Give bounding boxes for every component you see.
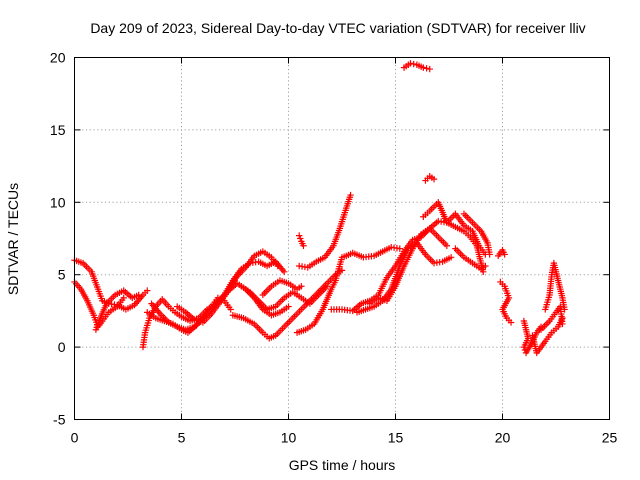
series-arc-11 [296, 191, 354, 271]
data-point [347, 191, 354, 199]
x-tick-label: 20 [495, 430, 511, 446]
series-arc-1 [71, 257, 151, 313]
series-arc-9 [238, 283, 331, 313]
series-arc-22 [497, 278, 515, 326]
data-point [281, 268, 288, 276]
y-tick-label: 20 [50, 50, 66, 66]
x-axis-label: GPS time / hours [289, 457, 396, 473]
series-arc-16 [366, 225, 451, 307]
data-point [426, 65, 433, 73]
x-tick-label: 15 [388, 430, 404, 446]
y-tick-labels: -5 0 5 10 15 20 [50, 50, 66, 428]
data-point [507, 319, 515, 326]
y-tick-label: 10 [50, 194, 66, 210]
data-point [420, 64, 427, 71]
series-arc-26 [542, 259, 568, 313]
data-point [144, 287, 151, 294]
series-arc-23 [495, 246, 508, 260]
x-tick-label: 0 [71, 430, 79, 446]
data-points [71, 60, 568, 357]
data-point [423, 65, 430, 72]
data-point [296, 232, 303, 239]
data-point [323, 283, 331, 290]
data-point [227, 306, 234, 313]
y-tick-label: 15 [50, 122, 66, 138]
data-point [407, 60, 414, 67]
data-point [297, 235, 304, 242]
data-point [520, 343, 528, 351]
data-point [338, 267, 346, 274]
series-arc-25 [529, 314, 566, 357]
grid [74, 57, 610, 420]
axis-ticks [74, 57, 610, 420]
data-point [430, 175, 438, 183]
series-arc-21 [460, 210, 493, 258]
data-point [447, 254, 455, 261]
data-point [396, 245, 403, 252]
series-arc-13 [296, 232, 307, 249]
series-arc-27 [537, 303, 566, 333]
data-point [443, 242, 451, 249]
data-point [274, 262, 281, 270]
y-axis-label: SDTVAR / TECUs [5, 183, 21, 295]
series-arc-17 [420, 199, 489, 258]
series-arc-8 [229, 267, 346, 342]
series-arc-20 [422, 173, 438, 184]
x-tick-label: 25 [602, 430, 618, 446]
data-point [285, 303, 292, 310]
x-tick-label: 10 [281, 430, 297, 446]
series-arc-12 [293, 243, 403, 336]
x-tick-labels: 0 5 10 15 20 25 [71, 430, 618, 446]
series-arc-3 [92, 287, 142, 333]
y-tick-label: 0 [58, 339, 66, 355]
series-arc-10 [259, 277, 305, 299]
data-point [300, 242, 307, 249]
y-tick-label: -5 [53, 412, 66, 428]
data-point [501, 251, 508, 258]
series-arc-19 [400, 60, 433, 73]
series-arc-18 [452, 245, 489, 273]
data-point [120, 294, 127, 302]
y-tick-label: 5 [58, 267, 66, 283]
series-arc-6 [144, 294, 234, 336]
chart-title: Day 209 of 2023, Sidereal Day-to-day VTE… [90, 20, 585, 36]
data-point [298, 283, 305, 290]
x-tick-label: 5 [178, 430, 186, 446]
data-point [135, 291, 142, 299]
data-point [410, 60, 417, 68]
data-point [482, 262, 489, 270]
data-point [486, 251, 493, 258]
data-point [559, 320, 566, 328]
plot-frame [74, 57, 610, 420]
series-arc-14 [328, 217, 487, 315]
